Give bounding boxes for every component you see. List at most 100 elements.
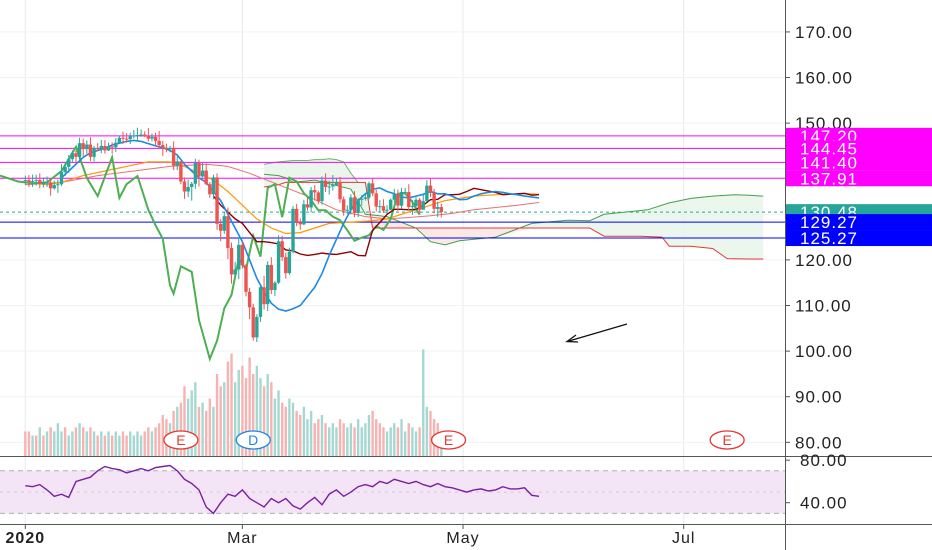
volume-bar — [89, 427, 92, 456]
volume-bar — [204, 410, 208, 456]
volume-bar — [237, 369, 240, 456]
candle-body — [287, 251, 292, 274]
candles — [23, 127, 444, 342]
conversion-line — [60, 139, 540, 312]
volume-bar — [136, 431, 139, 456]
volume-bar — [100, 431, 103, 456]
volume-bar — [273, 398, 277, 456]
volume-bar — [147, 427, 150, 456]
price-label-text: 141.40 — [800, 153, 858, 172]
volume-bar — [63, 427, 67, 456]
candle-body — [280, 241, 284, 258]
candle-body — [334, 181, 339, 186]
candle-body — [349, 197, 353, 210]
volume-bar — [342, 423, 345, 456]
volume-bar — [338, 419, 342, 456]
volume-bar — [302, 406, 306, 456]
candle-body — [128, 136, 132, 140]
time-tick-label: Jul — [672, 530, 695, 547]
candle-body — [403, 191, 407, 193]
candle-body — [439, 207, 444, 213]
candle-body — [106, 146, 111, 151]
volume-bar — [67, 435, 70, 456]
volume-bar — [78, 423, 81, 456]
candle-body — [265, 264, 270, 305]
volume-bar — [425, 406, 429, 456]
volume-bar — [194, 382, 197, 456]
price-labels: 147.20144.45141.40137.91130.48129.27125.… — [786, 127, 932, 248]
volume-bar — [201, 402, 204, 456]
price-tick-label: 120.00 — [795, 251, 853, 270]
earnings-marker-label: E — [176, 432, 185, 448]
volume-bar — [411, 427, 414, 456]
volume-bar — [255, 365, 259, 456]
volume-bar — [295, 410, 298, 456]
candle-body — [146, 136, 151, 139]
candle-body — [388, 199, 393, 210]
volume-bar — [266, 374, 269, 456]
time-tick-label: 2020 — [6, 530, 46, 547]
rsi-tick-label: 40.00 — [800, 494, 848, 513]
candle-body — [34, 180, 38, 182]
time-axis[interactable]: 2020 Mar May Jul — [6, 524, 696, 547]
candle-body — [168, 148, 172, 150]
cloud-span-a — [264, 173, 764, 246]
price-label-box — [786, 214, 932, 231]
candle-body — [410, 206, 415, 208]
candle-body — [171, 148, 176, 166]
price-axis[interactable]: 170.00160.00150.00120.00110.00100.0090.0… — [785, 0, 853, 550]
candle-body — [276, 241, 281, 283]
price-label-text: 137.91 — [800, 169, 858, 188]
candle-body — [132, 135, 136, 137]
candle-body — [175, 161, 179, 166]
volume-bar — [82, 427, 85, 456]
volume-bar — [320, 415, 324, 456]
candle-body — [396, 194, 400, 206]
candle-body — [244, 265, 248, 292]
volume-bar — [96, 435, 99, 456]
candle-body — [74, 153, 78, 157]
volume-bar — [403, 431, 407, 456]
volume-bar — [60, 431, 63, 456]
candle-body — [262, 287, 266, 305]
price-label-text: 125.27 — [800, 229, 858, 248]
candle-body — [139, 134, 143, 136]
candle-body — [345, 209, 349, 211]
price-tick-label: 100.00 — [795, 342, 853, 361]
candle-body — [374, 193, 378, 207]
rsi-line — [25, 464, 540, 515]
candle-body — [63, 166, 67, 172]
volume-bar — [277, 390, 280, 456]
candle-body — [182, 181, 187, 192]
volume-bar — [118, 435, 121, 456]
candle-body — [356, 199, 360, 213]
candle-body — [193, 162, 198, 184]
candle-body — [367, 183, 371, 198]
volume-bar — [154, 427, 157, 456]
volume-bar — [262, 386, 266, 456]
earnings-marker-label: D — [248, 432, 258, 448]
candle-body — [150, 136, 154, 139]
price-label-box — [786, 170, 932, 187]
volume-bar — [219, 386, 222, 456]
candle-body — [247, 291, 252, 308]
earnings-marker — [430, 430, 467, 450]
price-label-box — [786, 140, 932, 157]
rsi-tick-label: 80.00 — [800, 451, 848, 470]
candle-body — [67, 159, 71, 167]
candle-body — [399, 191, 404, 206]
candle-body — [417, 199, 422, 210]
volume-bar — [139, 435, 143, 456]
volume-bar — [38, 427, 41, 456]
price-label-box — [786, 127, 932, 144]
candle-body — [407, 191, 411, 208]
candle-body — [255, 316, 259, 338]
price-label-box — [786, 230, 932, 247]
volume-bar — [375, 419, 378, 456]
candle-body — [179, 161, 183, 182]
volume-bar — [356, 419, 360, 456]
candle-body — [269, 264, 274, 291]
volume-bar — [85, 431, 89, 456]
